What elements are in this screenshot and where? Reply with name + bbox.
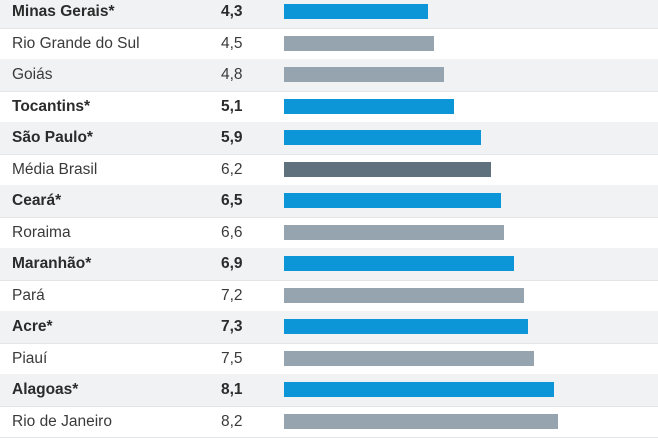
bar xyxy=(284,35,435,51)
data-label: 6,9 xyxy=(221,255,243,272)
data-label: 5,1 xyxy=(221,97,243,115)
chart-row: São Paulo* 5,9 xyxy=(0,122,658,154)
chart-row: Goiás 4,8 xyxy=(0,59,658,91)
data-label: 4,5 xyxy=(221,34,243,52)
chart-row: Acre* 7,3 xyxy=(0,311,658,343)
bar xyxy=(284,413,558,429)
category-label: Pará xyxy=(12,286,45,304)
bar xyxy=(284,319,528,334)
bar xyxy=(284,98,455,114)
chart-row: Maranhão* 6,9 xyxy=(0,248,658,280)
bar xyxy=(284,256,515,271)
data-label: 6,5 xyxy=(221,192,243,209)
data-label: 7,5 xyxy=(221,349,243,367)
bar xyxy=(284,161,492,177)
bar xyxy=(284,350,535,366)
bar xyxy=(284,67,445,82)
chart-row: Média Brasil 6,2 xyxy=(0,154,658,186)
data-label: 6,2 xyxy=(221,160,243,178)
category-label: Piauí xyxy=(12,349,48,367)
category-label: Tocantins* xyxy=(12,97,91,115)
bar xyxy=(284,193,502,208)
chart-row: Piauí 7,5 xyxy=(0,343,658,375)
bar xyxy=(284,382,555,397)
category-label: Maranhão* xyxy=(12,255,92,272)
data-label: 4,3 xyxy=(221,3,243,20)
bar xyxy=(284,130,482,145)
chart-row: Rio Grande do Sul 4,5 xyxy=(0,28,658,60)
row-divider xyxy=(0,27,658,29)
bar xyxy=(284,224,505,240)
data-label: 6,6 xyxy=(221,223,243,241)
chart-row: Alagoas* 8,1 xyxy=(0,374,658,406)
bar xyxy=(284,287,525,303)
category-label: Rio de Janeiro xyxy=(12,412,112,430)
row-divider xyxy=(0,153,658,155)
row-divider xyxy=(0,90,658,92)
data-label: 7,3 xyxy=(221,318,243,335)
data-label: 8,1 xyxy=(221,381,243,398)
data-label: 8,2 xyxy=(221,412,243,430)
category-label: Ceará* xyxy=(12,192,62,209)
chart-row: Tocantins* 5,1 xyxy=(0,91,658,123)
chart-row: Minas Gerais* 4,3 xyxy=(0,0,658,28)
data-label: 7,2 xyxy=(221,286,243,304)
row-divider xyxy=(0,216,658,218)
category-label: Rio Grande do Sul xyxy=(12,34,140,52)
category-label: Acre* xyxy=(12,318,53,335)
chart-row: Ceará* 6,5 xyxy=(0,185,658,217)
category-label: São Paulo* xyxy=(12,129,93,146)
row-divider xyxy=(0,279,658,281)
category-label: Alagoas* xyxy=(12,381,79,398)
chart-row: Rio de Janeiro 8,2 xyxy=(0,406,658,438)
row-divider xyxy=(0,405,658,407)
data-label: 4,8 xyxy=(221,66,243,83)
chart-row: Roraima 6,6 xyxy=(0,217,658,249)
category-label: Roraima xyxy=(12,223,71,241)
category-label: Média Brasil xyxy=(12,160,98,178)
chart-row: Pará 7,2 xyxy=(0,280,658,312)
data-label: 5,9 xyxy=(221,129,243,146)
category-label: Minas Gerais* xyxy=(12,3,115,20)
category-label: Goiás xyxy=(12,66,53,83)
bar xyxy=(284,4,428,19)
row-divider xyxy=(0,342,658,344)
